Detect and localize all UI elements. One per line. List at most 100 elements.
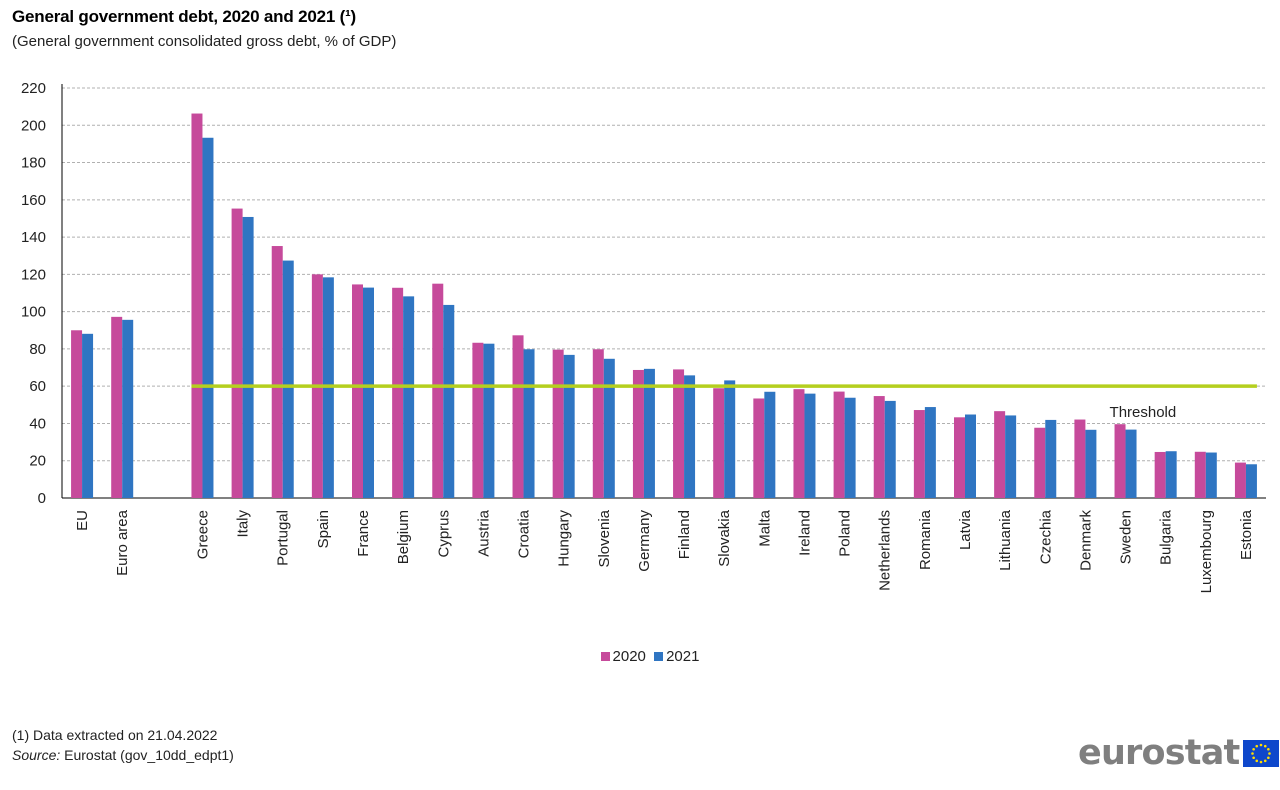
bar-croatia-2020 — [512, 335, 524, 498]
legend-item-2021: 2021 — [654, 648, 699, 665]
bar-malta-2021 — [764, 391, 776, 498]
bar-germany-2021 — [643, 368, 655, 498]
bar-latvia-2020 — [954, 417, 965, 498]
bar-czechia-2020 — [1034, 427, 1046, 498]
eu-flag-star — [1268, 751, 1272, 755]
x-tick-label-hungary: Hungary — [556, 510, 573, 567]
bar-belgium-2021 — [403, 296, 415, 498]
eu-flag-star — [1255, 744, 1259, 747]
y-tick-label-100: 100 — [21, 304, 46, 321]
source-text: Eurostat (gov_10dd_edpt1) — [64, 747, 234, 763]
eu-flag-star — [1255, 759, 1259, 762]
legend-label-2021: 2021 — [666, 648, 700, 665]
legend-label-2020: 2020 — [612, 648, 646, 665]
footnote: (1) Data extracted on 21.04.2022 — [12, 727, 218, 743]
x-tick-label-austria: Austria — [475, 509, 492, 556]
bar-austria-2020 — [472, 342, 484, 498]
y-tick-label-40: 40 — [29, 415, 46, 432]
bar-finland-2020 — [673, 369, 685, 498]
bar-sweden-2020 — [1114, 424, 1126, 498]
x-tick-label-denmark: Denmark — [1077, 510, 1094, 571]
x-tick-label-greece: Greece — [194, 510, 211, 559]
x-tick-label-portugal: Portugal — [275, 510, 292, 566]
bar-ireland-2021 — [804, 393, 816, 498]
x-tick-label-spain: Spain — [315, 510, 332, 548]
x-tick-label-ireland: Ireland — [796, 510, 813, 556]
x-tick-label-sweden: Sweden — [1118, 510, 1135, 564]
x-tick-label-france: France — [355, 510, 372, 557]
bar-euro-area-2020 — [111, 316, 123, 498]
eu-flag-star — [1264, 744, 1268, 747]
x-tick-label-latvia: Latvia — [957, 509, 974, 550]
bar-chart: 0 20 40 60 80 100 120 140 160 180 200 220 EU Euro are… — [21, 80, 1266, 593]
chart-subtitle: (General government consolidated gross d… — [12, 33, 397, 50]
eu-flag-star — [1252, 755, 1256, 759]
bar-slovakia-2021 — [724, 380, 736, 498]
eu-flag-star — [1260, 743, 1263, 746]
bar-bulgaria-2021 — [1165, 451, 1177, 498]
bar-croatia-2021 — [523, 349, 535, 498]
y-tick-label-60: 60 — [29, 378, 46, 395]
bar-romania-2021 — [924, 407, 936, 498]
x-tick-label-germany: Germany — [636, 510, 653, 572]
bar-netherlands-2020 — [873, 396, 885, 498]
bar-bulgaria-2020 — [1154, 451, 1166, 498]
legend-swatch-2020 — [600, 652, 610, 661]
bar-lithuania-2021 — [1005, 415, 1017, 498]
bar-italy-2020 — [231, 208, 243, 498]
bar-portugal-2021 — [282, 260, 294, 498]
bar-estonia-2021 — [1245, 464, 1257, 498]
bar-greece-2021 — [202, 137, 214, 498]
bar-denmark-2020 — [1074, 419, 1086, 498]
bar-austria-2021 — [483, 343, 495, 498]
bar-netherlands-2021 — [884, 400, 896, 498]
bar-eu-2021 — [82, 333, 94, 498]
chart-title: General government debt, 2020 and 2021 (… — [12, 7, 356, 26]
legend-item-2020: 2020 — [600, 648, 646, 665]
y-tick-label-200: 200 — [21, 117, 46, 134]
bar-italy-2021 — [242, 216, 254, 499]
source-note: Source: Eurostat (gov_10dd_edpt1) — [12, 747, 234, 763]
eu-flag-star — [1267, 755, 1271, 759]
bar-hungary-2021 — [563, 354, 575, 498]
x-tick-label-slovenia: Slovenia — [596, 509, 613, 567]
bar-sweden-2021 — [1125, 429, 1137, 498]
y-tick-label-80: 80 — [29, 341, 46, 358]
x-tick-label-slovakia: Slovakia — [716, 509, 733, 566]
bar-lithuania-2020 — [994, 411, 1006, 498]
bar-cyprus-2021 — [443, 304, 455, 498]
y-tick-label-160: 160 — [21, 192, 46, 209]
bar-denmark-2021 — [1085, 429, 1097, 498]
eu-flag-star — [1267, 747, 1271, 751]
bar-euro-area-2021 — [122, 319, 134, 498]
bar-luxembourg-2021 — [1205, 452, 1217, 498]
y-tick-label-140: 140 — [21, 229, 46, 246]
bar-hungary-2020 — [552, 349, 564, 498]
bar-romania-2020 — [913, 410, 925, 498]
x-tick-label-euro-area: Euro area — [114, 509, 131, 576]
x-tick-label-luxembourg: Luxembourg — [1198, 510, 1215, 593]
source-label: Source: — [12, 747, 61, 763]
x-tick-label-bulgaria: Bulgaria — [1158, 509, 1175, 565]
bar-estonia-2020 — [1234, 462, 1246, 498]
bar-poland-2021 — [844, 397, 856, 498]
x-tick-label-romania: Romania — [917, 509, 934, 570]
bar-slovakia-2020 — [713, 388, 725, 498]
eu-flag-star — [1264, 759, 1268, 762]
x-tick-label-belgium: Belgium — [395, 510, 412, 564]
x-tick-label-poland: Poland — [837, 510, 854, 557]
y-tick-label-0: 0 — [38, 490, 46, 507]
bar-cyprus-2020 — [432, 283, 444, 498]
bar-latvia-2021 — [965, 414, 976, 498]
bar-portugal-2020 — [271, 246, 283, 498]
bar-ireland-2020 — [793, 389, 805, 498]
bar-eu-2020 — [71, 330, 83, 498]
eu-flag-star — [1252, 747, 1256, 751]
x-tick-label-malta: Malta — [756, 509, 773, 546]
bar-france-2021 — [363, 287, 374, 498]
x-tick-label-finland: Finland — [676, 510, 693, 559]
legend-swatch-2021 — [654, 652, 664, 661]
y-tick-label-120: 120 — [21, 266, 46, 283]
bar-czechia-2021 — [1045, 419, 1057, 498]
x-tick-label-eu: EU — [74, 510, 91, 531]
